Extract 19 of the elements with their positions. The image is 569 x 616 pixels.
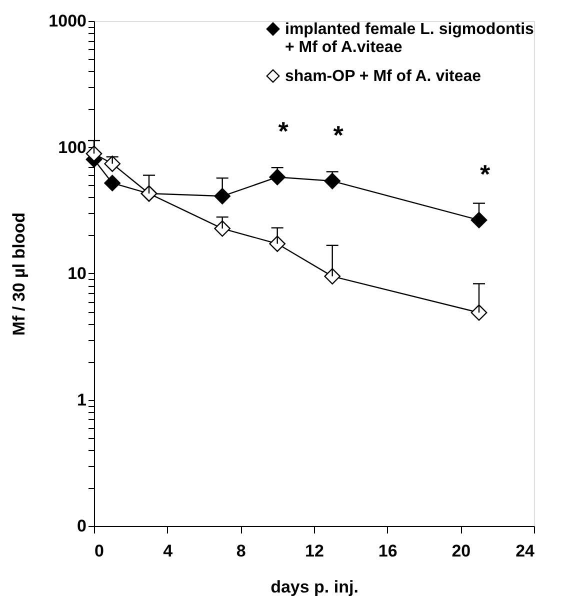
x-tick-label: 20 bbox=[452, 542, 471, 560]
y-tick-label: 100 bbox=[58, 138, 86, 157]
y-tick-label: 10 bbox=[68, 264, 86, 283]
x-tick-label: 16 bbox=[378, 542, 398, 560]
x-tick-label: 8 bbox=[236, 542, 246, 560]
annotation: * bbox=[480, 159, 491, 190]
y-axis-title: Mf / 30 µl blood bbox=[10, 212, 29, 336]
annotation: * bbox=[278, 116, 290, 146]
x-tick-label: 12 bbox=[305, 542, 324, 560]
x-axis-title: days p. inj. bbox=[270, 578, 358, 596]
annotation: * bbox=[333, 120, 344, 150]
legend-label: implanted female L. sigmodontis + Mf of A.viteae bbox=[285, 21, 534, 56]
y-tick-label: 1000 bbox=[48, 12, 86, 30]
x-tick-label: 24 bbox=[516, 542, 536, 560]
y-tick-label: 1 bbox=[77, 390, 86, 410]
x-tick-label: 4 bbox=[163, 542, 174, 560]
legend-label: sham-OP + Mf of A. viteae bbox=[285, 68, 482, 85]
x-tick-label: 0 bbox=[94, 542, 104, 560]
y-tick-label: 0 bbox=[77, 516, 86, 536]
